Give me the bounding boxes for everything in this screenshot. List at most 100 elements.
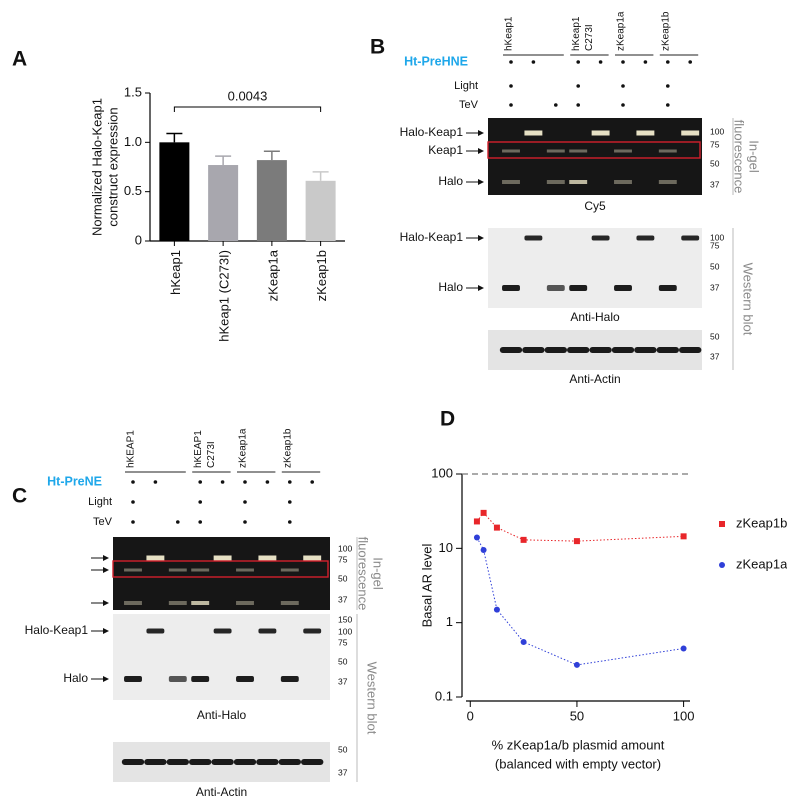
- band: [280, 676, 299, 682]
- gel-caption: Anti-Halo: [197, 708, 247, 722]
- band: [191, 601, 210, 605]
- point: [480, 509, 487, 516]
- bar: [256, 160, 287, 241]
- arrow-head: [103, 676, 109, 682]
- band: [168, 676, 187, 682]
- band: [544, 347, 567, 353]
- band: [280, 601, 299, 605]
- condition-dot: [131, 480, 135, 484]
- condition-dot: [666, 84, 670, 88]
- x-axis-label: (balanced with empty vector): [495, 756, 661, 771]
- band: [166, 759, 189, 765]
- series-line: [476, 512, 684, 542]
- band: [614, 149, 632, 153]
- condition-dot: [131, 520, 135, 524]
- side-label: Western blot: [741, 263, 756, 336]
- condition-dot: [198, 520, 202, 524]
- panel-label: D: [440, 408, 455, 431]
- band: [658, 149, 677, 153]
- legend-label: zKeap1a: [736, 556, 787, 571]
- band: [236, 568, 254, 572]
- lane-label: zKeap1b: [282, 428, 293, 468]
- band: [189, 759, 212, 765]
- band: [681, 130, 700, 136]
- gel-caption: Cy5: [584, 199, 606, 213]
- band: [614, 285, 632, 291]
- arrow-head: [103, 628, 109, 634]
- gel-caption: Anti-Halo: [570, 310, 620, 324]
- band: [567, 347, 590, 353]
- y-tick-label: 0: [135, 232, 142, 247]
- band-label: Halo-Keap1: [400, 230, 464, 244]
- band: [191, 676, 210, 682]
- gel-caption: Anti-Actin: [196, 785, 247, 799]
- condition-dot: [243, 500, 247, 504]
- highlight-box: [487, 141, 701, 159]
- mw-label: 37: [338, 594, 348, 604]
- band: [524, 235, 543, 241]
- mw-label: 37: [710, 351, 720, 361]
- band: [679, 347, 702, 353]
- x-tick-label: hKeap1 (C273I): [217, 250, 232, 342]
- legend-marker: [719, 521, 725, 527]
- band: [546, 149, 565, 153]
- mw-label: 50: [338, 573, 348, 583]
- gel-western: [113, 614, 330, 700]
- band: [236, 676, 254, 682]
- mw-label: 75: [710, 240, 720, 250]
- band: [124, 601, 142, 605]
- band-label: Halo-Keap1: [25, 623, 89, 637]
- band: [522, 347, 545, 353]
- band-label: Halo: [63, 671, 88, 685]
- band: [124, 568, 142, 572]
- condition-label: TeV: [93, 516, 113, 528]
- band: [258, 628, 277, 634]
- mw-label: 150: [338, 614, 352, 624]
- panel-label: A: [12, 48, 27, 71]
- band: [569, 149, 588, 153]
- legend-label: zKeap1b: [736, 515, 787, 530]
- band: [280, 568, 299, 572]
- arrow-head: [103, 567, 109, 573]
- x-axis-label: % zKeap1a/b plasmid amount: [492, 737, 665, 752]
- side-label: fluorescence: [732, 120, 747, 194]
- condition-dot: [288, 480, 292, 484]
- condition-dot: [509, 60, 513, 64]
- condition-dot: [576, 84, 580, 88]
- y-tick-label: 100: [431, 465, 453, 480]
- y-axis-label: construct expression: [105, 107, 120, 226]
- y-tick-label: 1.5: [124, 84, 142, 99]
- y-tick-label: 1: [446, 614, 453, 629]
- band: [191, 568, 210, 572]
- condition-dot: [554, 103, 558, 107]
- panel-label: C: [12, 485, 27, 508]
- condition-dot: [509, 84, 513, 88]
- y-tick-label: 10: [439, 540, 453, 555]
- condition-dot: [176, 520, 180, 524]
- condition-dot: [576, 103, 580, 107]
- condition-label: Light: [88, 496, 112, 508]
- band: [502, 285, 520, 291]
- y-tick-label: 1.0: [124, 134, 142, 149]
- arrow-head: [478, 148, 484, 154]
- gel-fluorescence: [113, 537, 330, 610]
- band: [236, 601, 254, 605]
- condition-dot: [576, 60, 580, 64]
- mw-label: 50: [710, 261, 720, 271]
- condition-dot: [243, 480, 247, 484]
- condition-dot: [310, 480, 315, 484]
- band: [658, 180, 677, 184]
- condition-dot: [621, 60, 625, 64]
- condition-dot: [198, 480, 202, 484]
- condition-dot: [288, 500, 292, 504]
- side-label: fluorescence: [356, 537, 371, 611]
- arrow-head: [103, 555, 109, 561]
- lane-label: zKeap1a: [616, 11, 627, 51]
- lane-label: zKeap1b: [660, 11, 671, 51]
- band-label: Halo-Keap1: [400, 125, 464, 139]
- mw-label: 100: [338, 543, 352, 553]
- side-label: Western blot: [365, 662, 380, 735]
- mw-label: 37: [710, 179, 720, 189]
- point: [480, 546, 487, 553]
- bar: [208, 165, 239, 241]
